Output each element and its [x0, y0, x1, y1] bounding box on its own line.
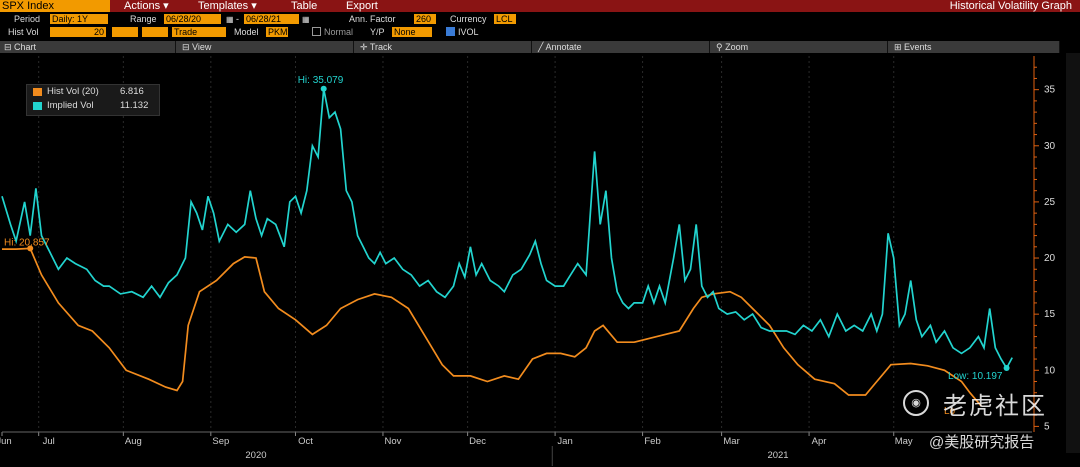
- x-tick-label-may: May: [895, 436, 913, 447]
- histvol-label: Hist Vol: [8, 27, 39, 37]
- params-row-1: Period Daily: 1Y Range 06/28/20 ▦ - 06/2…: [0, 14, 1080, 25]
- yp-label: Y/P: [370, 27, 385, 37]
- period-label: Period: [14, 14, 41, 24]
- histvol-field[interactable]: 20: [50, 27, 106, 37]
- x-tick-label-jun: Jun: [0, 436, 12, 447]
- currency-field[interactable]: LCL: [494, 14, 516, 24]
- yp-field[interactable]: None: [392, 27, 432, 37]
- model-field[interactable]: PKM: [266, 27, 288, 37]
- range-sep: -: [236, 14, 239, 24]
- year-label-2021: 2021: [767, 450, 788, 461]
- y-tick-label-30: 30: [1044, 141, 1056, 152]
- series-hist-vol-line: [2, 247, 982, 407]
- y-tick-label-10: 10: [1044, 365, 1056, 376]
- annotation-marks: Hi: 20.857 Hi: 35.079 Low: 10.197 Lo: [4, 75, 1010, 417]
- hist-high-label: Hi: 20.857: [4, 237, 50, 248]
- legend-implied-value: 11.132: [120, 100, 149, 111]
- range-end-field[interactable]: 06/28/21: [244, 14, 299, 24]
- toolbar-view[interactable]: ⊟ View: [178, 41, 354, 53]
- menu-templates[interactable]: Templates ▾: [198, 0, 257, 12]
- tiger-logo-icon: ◉: [903, 390, 929, 416]
- y-tick-label-35: 35: [1044, 85, 1056, 96]
- toolbar-zoom[interactable]: ⚲ Zoom: [712, 41, 888, 53]
- calendar-icon-2[interactable]: ▦: [302, 15, 310, 24]
- year-label-2020: 2020: [245, 450, 266, 461]
- window-title: Historical Volatility Graph: [949, 0, 1072, 12]
- ticker-field[interactable]: SPX Index: [0, 0, 110, 12]
- normal-checkbox[interactable]: Normal: [312, 27, 353, 38]
- legend-implied-vol: Implied Vol 11.132: [27, 99, 159, 113]
- range-start-field[interactable]: 06/28/20: [164, 14, 221, 24]
- legend-hist-value: 6.816: [120, 86, 144, 97]
- period-field[interactable]: Daily: 1Y: [50, 14, 108, 24]
- series-implied-vol-line: [1, 88, 1013, 370]
- legend-implied-label: Implied Vol: [47, 100, 94, 111]
- hist-high-marker: [27, 245, 34, 252]
- implied-low-label: Low: 10.197: [948, 371, 1003, 382]
- histvol-blank-1[interactable]: [112, 27, 138, 37]
- menu-bar: SPX Index Actions ▾ Templates ▾ Table Ex…: [0, 0, 1080, 12]
- x-tick-label-oct: Oct: [298, 436, 313, 447]
- menu-table[interactable]: Table: [291, 0, 318, 12]
- toolbar-annotate[interactable]: ╱ Annotate: [534, 41, 710, 53]
- currency-label: Currency: [450, 14, 487, 24]
- x-tick-label-jul: Jul: [43, 436, 55, 447]
- legend-hist-vol: Hist Vol (20) 6.816: [27, 85, 159, 99]
- x-tick-label-dec: Dec: [469, 436, 486, 447]
- y-tick-label-20: 20: [1044, 253, 1056, 264]
- ivol-checkbox[interactable]: IVOL: [446, 27, 479, 38]
- hist-low-label: Lo: [944, 406, 956, 417]
- implied-low-marker: [1003, 365, 1010, 372]
- chart-toolbar: ⊟ Chart ⊟ View ✛ Track ╱ Annotate ⚲ Zoom…: [0, 41, 1060, 53]
- toolbar-events[interactable]: ⊞ Events: [890, 41, 1060, 53]
- histvol-blank-2[interactable]: [142, 27, 168, 37]
- ann-factor-field[interactable]: 260: [414, 14, 436, 24]
- axes: JunJulAugSepOctNovDecJanFebMarAprMay2020…: [0, 56, 1056, 466]
- x-tick-label-jan: Jan: [557, 436, 572, 447]
- legend-swatch-hist: [33, 88, 42, 96]
- toolbar-chart[interactable]: ⊟ Chart: [0, 41, 176, 53]
- x-tick-label-aug: Aug: [125, 436, 142, 447]
- watermark-sub: @美股研究报告: [929, 434, 1035, 451]
- x-tick-label-apr: Apr: [812, 436, 827, 447]
- x-tick-label-feb: Feb: [644, 436, 660, 447]
- x-tick-label-sep: Sep: [212, 436, 229, 447]
- y-tick-label-25: 25: [1044, 197, 1056, 208]
- y-tick-label-15: 15: [1044, 309, 1056, 320]
- y-tick-label-5: 5: [1044, 421, 1050, 432]
- right-scrollbar[interactable]: [1066, 53, 1080, 453]
- x-tick-label-mar: Mar: [723, 436, 739, 447]
- histvol-type-field[interactable]: Trade: [172, 27, 226, 37]
- legend-hist-label: Hist Vol (20): [47, 86, 99, 97]
- menu-actions[interactable]: Actions ▾: [124, 0, 169, 12]
- params-row-2: Hist Vol 20 Trade Model PKM Normal Y/P N…: [0, 27, 1080, 38]
- implied-high-marker: [320, 85, 327, 92]
- x-tick-label-nov: Nov: [385, 436, 402, 447]
- calendar-icon[interactable]: ▦: [226, 15, 234, 24]
- menu-export[interactable]: Export: [346, 0, 378, 12]
- chart-legend: Hist Vol (20) 6.816 Implied Vol 11.132: [26, 84, 160, 116]
- toolbar-track[interactable]: ✛ Track: [356, 41, 532, 53]
- legend-swatch-implied: [33, 102, 42, 110]
- implied-high-label: Hi: 35.079: [298, 75, 344, 86]
- ann-factor-label: Ann. Factor: [349, 14, 396, 24]
- model-label: Model: [234, 27, 259, 37]
- watermark-name: 老虎社区: [943, 393, 1047, 420]
- range-label: Range: [130, 14, 157, 24]
